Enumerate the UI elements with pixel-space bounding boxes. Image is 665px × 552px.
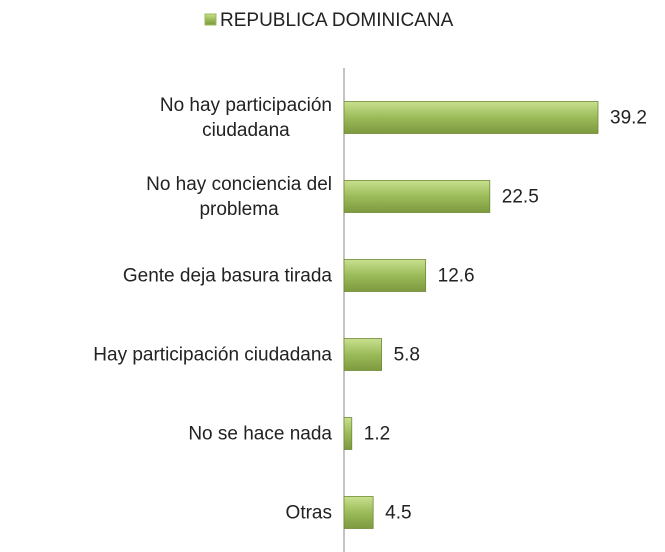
category-label: Hay participación ciudadana bbox=[93, 344, 332, 365]
value-label: 5.8 bbox=[394, 345, 420, 366]
value-label: 39.2 bbox=[610, 108, 647, 129]
bar bbox=[343, 259, 427, 292]
bar bbox=[343, 338, 382, 371]
category-label: No hay conciencia del problema bbox=[146, 173, 332, 220]
category-label: Gente deja basura tirada bbox=[122, 265, 332, 286]
value-label: 1.2 bbox=[364, 424, 390, 445]
legend-swatch bbox=[204, 13, 217, 26]
category-label: Otras bbox=[285, 502, 332, 523]
bar bbox=[343, 101, 599, 134]
category-label: No se hace nada bbox=[188, 423, 332, 444]
value-label: 22.5 bbox=[502, 187, 539, 208]
legend-text: REPUBLICA DOMINICANA bbox=[220, 10, 454, 31]
bar bbox=[343, 180, 491, 213]
bar bbox=[343, 496, 374, 529]
value-label: 4.5 bbox=[385, 503, 411, 524]
value-label: 12.6 bbox=[438, 266, 475, 287]
bar bbox=[343, 417, 353, 450]
category-label: No hay participación ciudadana bbox=[159, 94, 332, 141]
